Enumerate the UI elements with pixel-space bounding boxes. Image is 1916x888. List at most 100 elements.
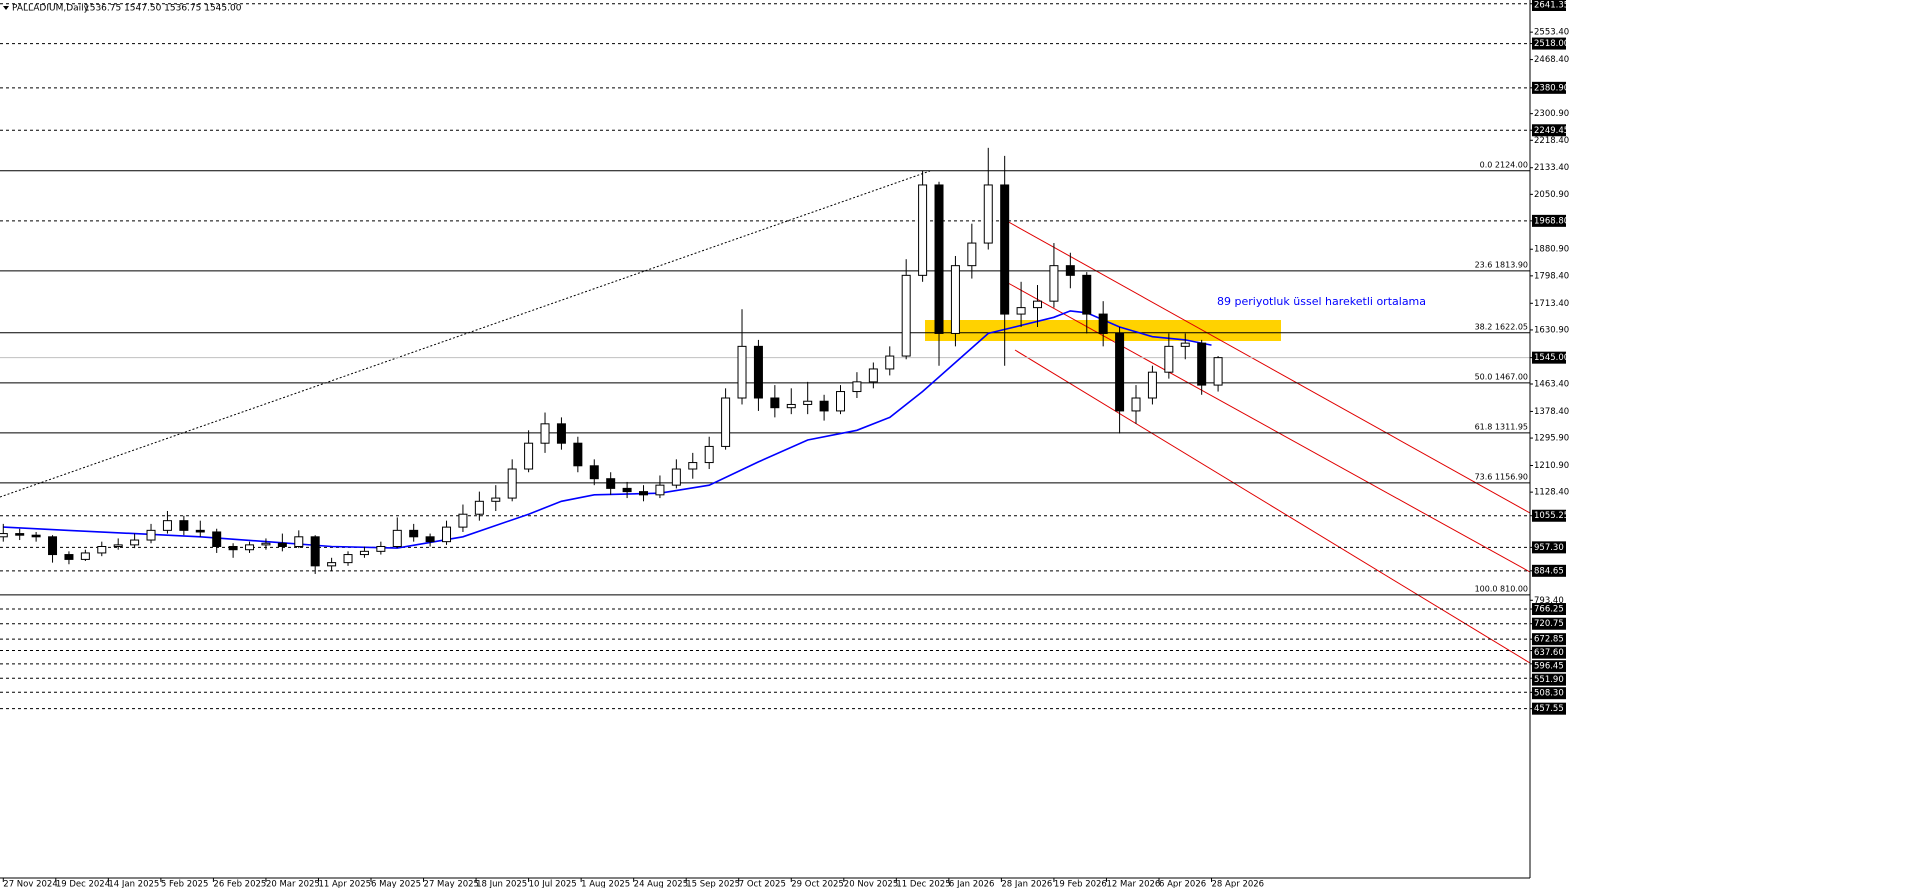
candle-body [1000, 184, 1010, 315]
level-label: 596.45 [1534, 662, 1564, 672]
channel-line [1014, 349, 1531, 664]
x-tick-label: 10 Jul 2025 [529, 880, 577, 888]
candle-body [130, 539, 140, 546]
candle-body [409, 529, 419, 538]
candle-body [1049, 265, 1059, 302]
y-tick-label: 1210.90 [1534, 461, 1569, 471]
candle-body [245, 544, 255, 551]
candle-body [48, 536, 58, 556]
x-tick-label: 27 Nov 2024 [3, 880, 57, 888]
candle-body [589, 465, 599, 480]
x-tick-label: 11 Dec 2025 [896, 880, 950, 888]
candle-body [343, 554, 353, 564]
x-tick-label: 7 Oct 2025 [739, 880, 786, 888]
candle-body [639, 491, 649, 496]
x-tick-label: 12 Mar 2026 [1106, 880, 1160, 888]
x-tick-label: 20 Nov 2025 [844, 880, 898, 888]
ema-line [3, 310, 1212, 549]
y-tick-label: 1713.40 [1534, 299, 1569, 309]
level-label-box [1532, 687, 1566, 700]
candle-body [228, 545, 238, 551]
level-label-box [1532, 660, 1566, 673]
candle-body [359, 550, 369, 556]
y-tick-label: 2300.90 [1534, 109, 1569, 119]
level-label-box [1532, 646, 1566, 659]
candle-body [1098, 313, 1108, 334]
menu-arrow [3, 6, 9, 10]
y-tick-label: 1463.40 [1534, 379, 1569, 389]
candle-body [556, 423, 566, 444]
y-tick-label: 1378.40 [1534, 407, 1569, 417]
x-tick-label: 27 May 2025 [424, 880, 479, 888]
level-label: 551.90 [1534, 675, 1564, 685]
fib-label: 0.0 2124.00 [1480, 160, 1528, 169]
x-tick-label: 5 Feb 2025 [161, 880, 209, 888]
candle-body [1016, 307, 1026, 315]
y-tick-label: 1630.90 [1534, 325, 1569, 335]
candle-body [524, 442, 534, 470]
fib-label: 73.6 1156.90 [1475, 472, 1528, 481]
candle-body [376, 545, 386, 552]
candle-body [721, 397, 731, 447]
candle-body [671, 468, 681, 486]
fib-trend-line [0, 170, 931, 498]
candle-body [1065, 265, 1075, 276]
candle-body [622, 487, 632, 493]
y-tick-label: 2468.40 [1534, 55, 1569, 65]
candle-body [15, 533, 25, 536]
candle-body [179, 520, 189, 531]
candle-body [507, 468, 517, 499]
candle-body [606, 478, 616, 489]
level-label: 766.25 [1534, 605, 1564, 615]
x-tick-label: 6 Apr 2026 [1159, 880, 1206, 888]
candle-body [491, 497, 501, 502]
level-label: 957.30 [1534, 543, 1564, 553]
y-tick-label: 1128.40 [1534, 488, 1569, 498]
level-label: 884.65 [1534, 566, 1564, 576]
level-label-box [1532, 673, 1566, 686]
plot [0, 3, 1530, 710]
y-tick-label: 1295.90 [1534, 434, 1569, 444]
level-label-box [1532, 124, 1566, 137]
candle-body [1197, 342, 1207, 386]
level-label-box [1532, 564, 1566, 577]
candle-body [474, 500, 484, 515]
x-tick-label: 29 Oct 2025 [791, 880, 844, 888]
candle-body [146, 529, 156, 541]
level-label: 457.55 [1534, 704, 1564, 714]
candle-body [162, 520, 172, 531]
y-tick-label: 793.40 [1534, 596, 1564, 606]
y-tick-label: 2218.40 [1534, 136, 1569, 146]
x-tick-label: 14 Jan 2025 [108, 880, 159, 888]
level-label-box [1532, 603, 1566, 616]
level-label: 2518.00 [1534, 39, 1569, 49]
fib-label: 50.0 1467.00 [1475, 372, 1528, 381]
candle-body [458, 513, 468, 528]
fib-label: 100.0 810.00 [1475, 584, 1528, 593]
candle-body [0, 533, 8, 538]
candle-body [195, 529, 205, 533]
candle-body [1131, 397, 1141, 412]
candle-body [803, 400, 813, 405]
x-tick-label: 1 Aug 2025 [581, 880, 630, 888]
channel-line [1007, 282, 1531, 573]
level-label: 2249.45 [1534, 126, 1569, 136]
x-tick-label: 18 Jun 2025 [476, 880, 527, 888]
level-label: 637.60 [1534, 648, 1564, 658]
candle-body [688, 462, 698, 470]
x-tick-label: 28 Apr 2026 [1212, 880, 1265, 888]
candle-body [836, 391, 846, 412]
candle-body [1033, 300, 1043, 309]
candle-body [261, 542, 271, 546]
fib-label: 23.6 1813.90 [1475, 260, 1528, 269]
level-label: 1545.00 [1534, 353, 1569, 363]
symbol-title: PALLADIUM,Daily [12, 4, 90, 14]
candle-body [327, 562, 337, 567]
candle-body [80, 552, 90, 560]
level-label: 2641.35 [1534, 1, 1569, 11]
candle-body [277, 542, 287, 547]
y-tick-label: 1798.40 [1534, 271, 1569, 281]
level-label-box [1532, 541, 1566, 554]
